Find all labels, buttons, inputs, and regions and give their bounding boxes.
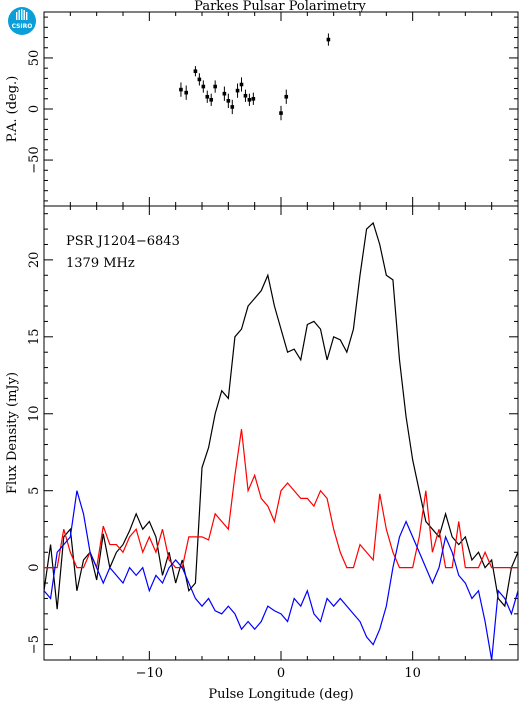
pa-marker — [197, 77, 202, 82]
pa-marker — [179, 87, 183, 92]
pa-point — [243, 89, 248, 102]
pa-point — [179, 82, 183, 97]
flux-profile-panel: −5 0 5 10 15 20 −10 0 10 PSR J1204−6843 1379 MHz Fl… — [5, 205, 519, 702]
pa-marker — [193, 69, 198, 74]
pa-point — [239, 77, 244, 92]
pa-point — [193, 66, 198, 77]
pa-point — [222, 86, 227, 101]
flux-frame — [43, 205, 519, 661]
pa-marker — [243, 93, 248, 98]
pa-point — [205, 90, 210, 103]
flux-series-line-2 — [44, 490, 518, 660]
position-angle-panel: −50 0 50 P.A. (deg.) — [5, 11, 519, 207]
flux-ytick-label: 10 — [27, 405, 42, 422]
flux-xtick-label: 0 — [277, 666, 285, 681]
pa-ylabel: P.A. (deg.) — [5, 76, 20, 143]
pa-point — [201, 80, 206, 93]
pa-point — [279, 105, 283, 121]
pa-marker — [209, 98, 214, 102]
csiro-logo-badge — [8, 7, 36, 35]
pa-marker — [230, 105, 235, 109]
pa-point — [209, 93, 214, 106]
pa-point — [213, 80, 217, 93]
pa-marker — [205, 94, 210, 99]
pa-marker — [247, 98, 252, 102]
pa-marker — [239, 82, 244, 87]
flux-xtick-label: 10 — [404, 666, 421, 681]
flux-series-line-0 — [44, 221, 518, 610]
pa-ytick-label: 0 — [27, 105, 42, 113]
pa-point — [197, 73, 202, 86]
flux-xlabel: Pulse Longitude (deg) — [208, 687, 353, 702]
pa-marker — [213, 84, 217, 89]
pa-marker — [326, 37, 331, 42]
pa-marker — [235, 88, 240, 93]
pa-marker — [222, 91, 227, 96]
pa-point — [235, 83, 240, 98]
flux-ytick-label: −5 — [27, 635, 42, 654]
pa-ytick-label: −50 — [27, 146, 42, 173]
chart-title: Parkes Pulsar Polarimetry — [194, 0, 366, 14]
pa-point — [251, 92, 256, 105]
pa-point — [284, 89, 289, 104]
flux-xtick-label: −10 — [136, 666, 163, 681]
flux-ytick-label: 0 — [27, 564, 42, 572]
flux-ytick-label: 20 — [27, 252, 42, 269]
pa-point — [226, 93, 231, 108]
frequency-annotation: 1379 MHz — [66, 256, 135, 271]
flux-ylabel: Flux Density (mJy) — [5, 372, 20, 494]
pa-point — [184, 85, 188, 100]
csiro-logo-icon — [16, 9, 28, 20]
pa-marker — [284, 94, 289, 99]
flux-ytick-label: 15 — [27, 329, 42, 346]
pa-marker — [201, 84, 206, 89]
pa-ytick-label: 50 — [27, 50, 42, 67]
pa-marker — [251, 96, 256, 101]
flux-ytick-label: 5 — [27, 487, 42, 495]
flux-series-line-1 — [44, 429, 518, 570]
csiro-logo-text: CSIRO — [12, 23, 33, 30]
pa-point — [230, 99, 235, 115]
csiro-logo: CSIRO — [8, 7, 36, 35]
pulsar-name-annotation: PSR J1204−6843 — [66, 234, 180, 249]
pa-marker — [226, 99, 231, 103]
pa-point — [326, 33, 331, 46]
pa-marker — [184, 90, 188, 95]
pa-point — [247, 93, 252, 106]
pa-marker — [279, 111, 283, 115]
